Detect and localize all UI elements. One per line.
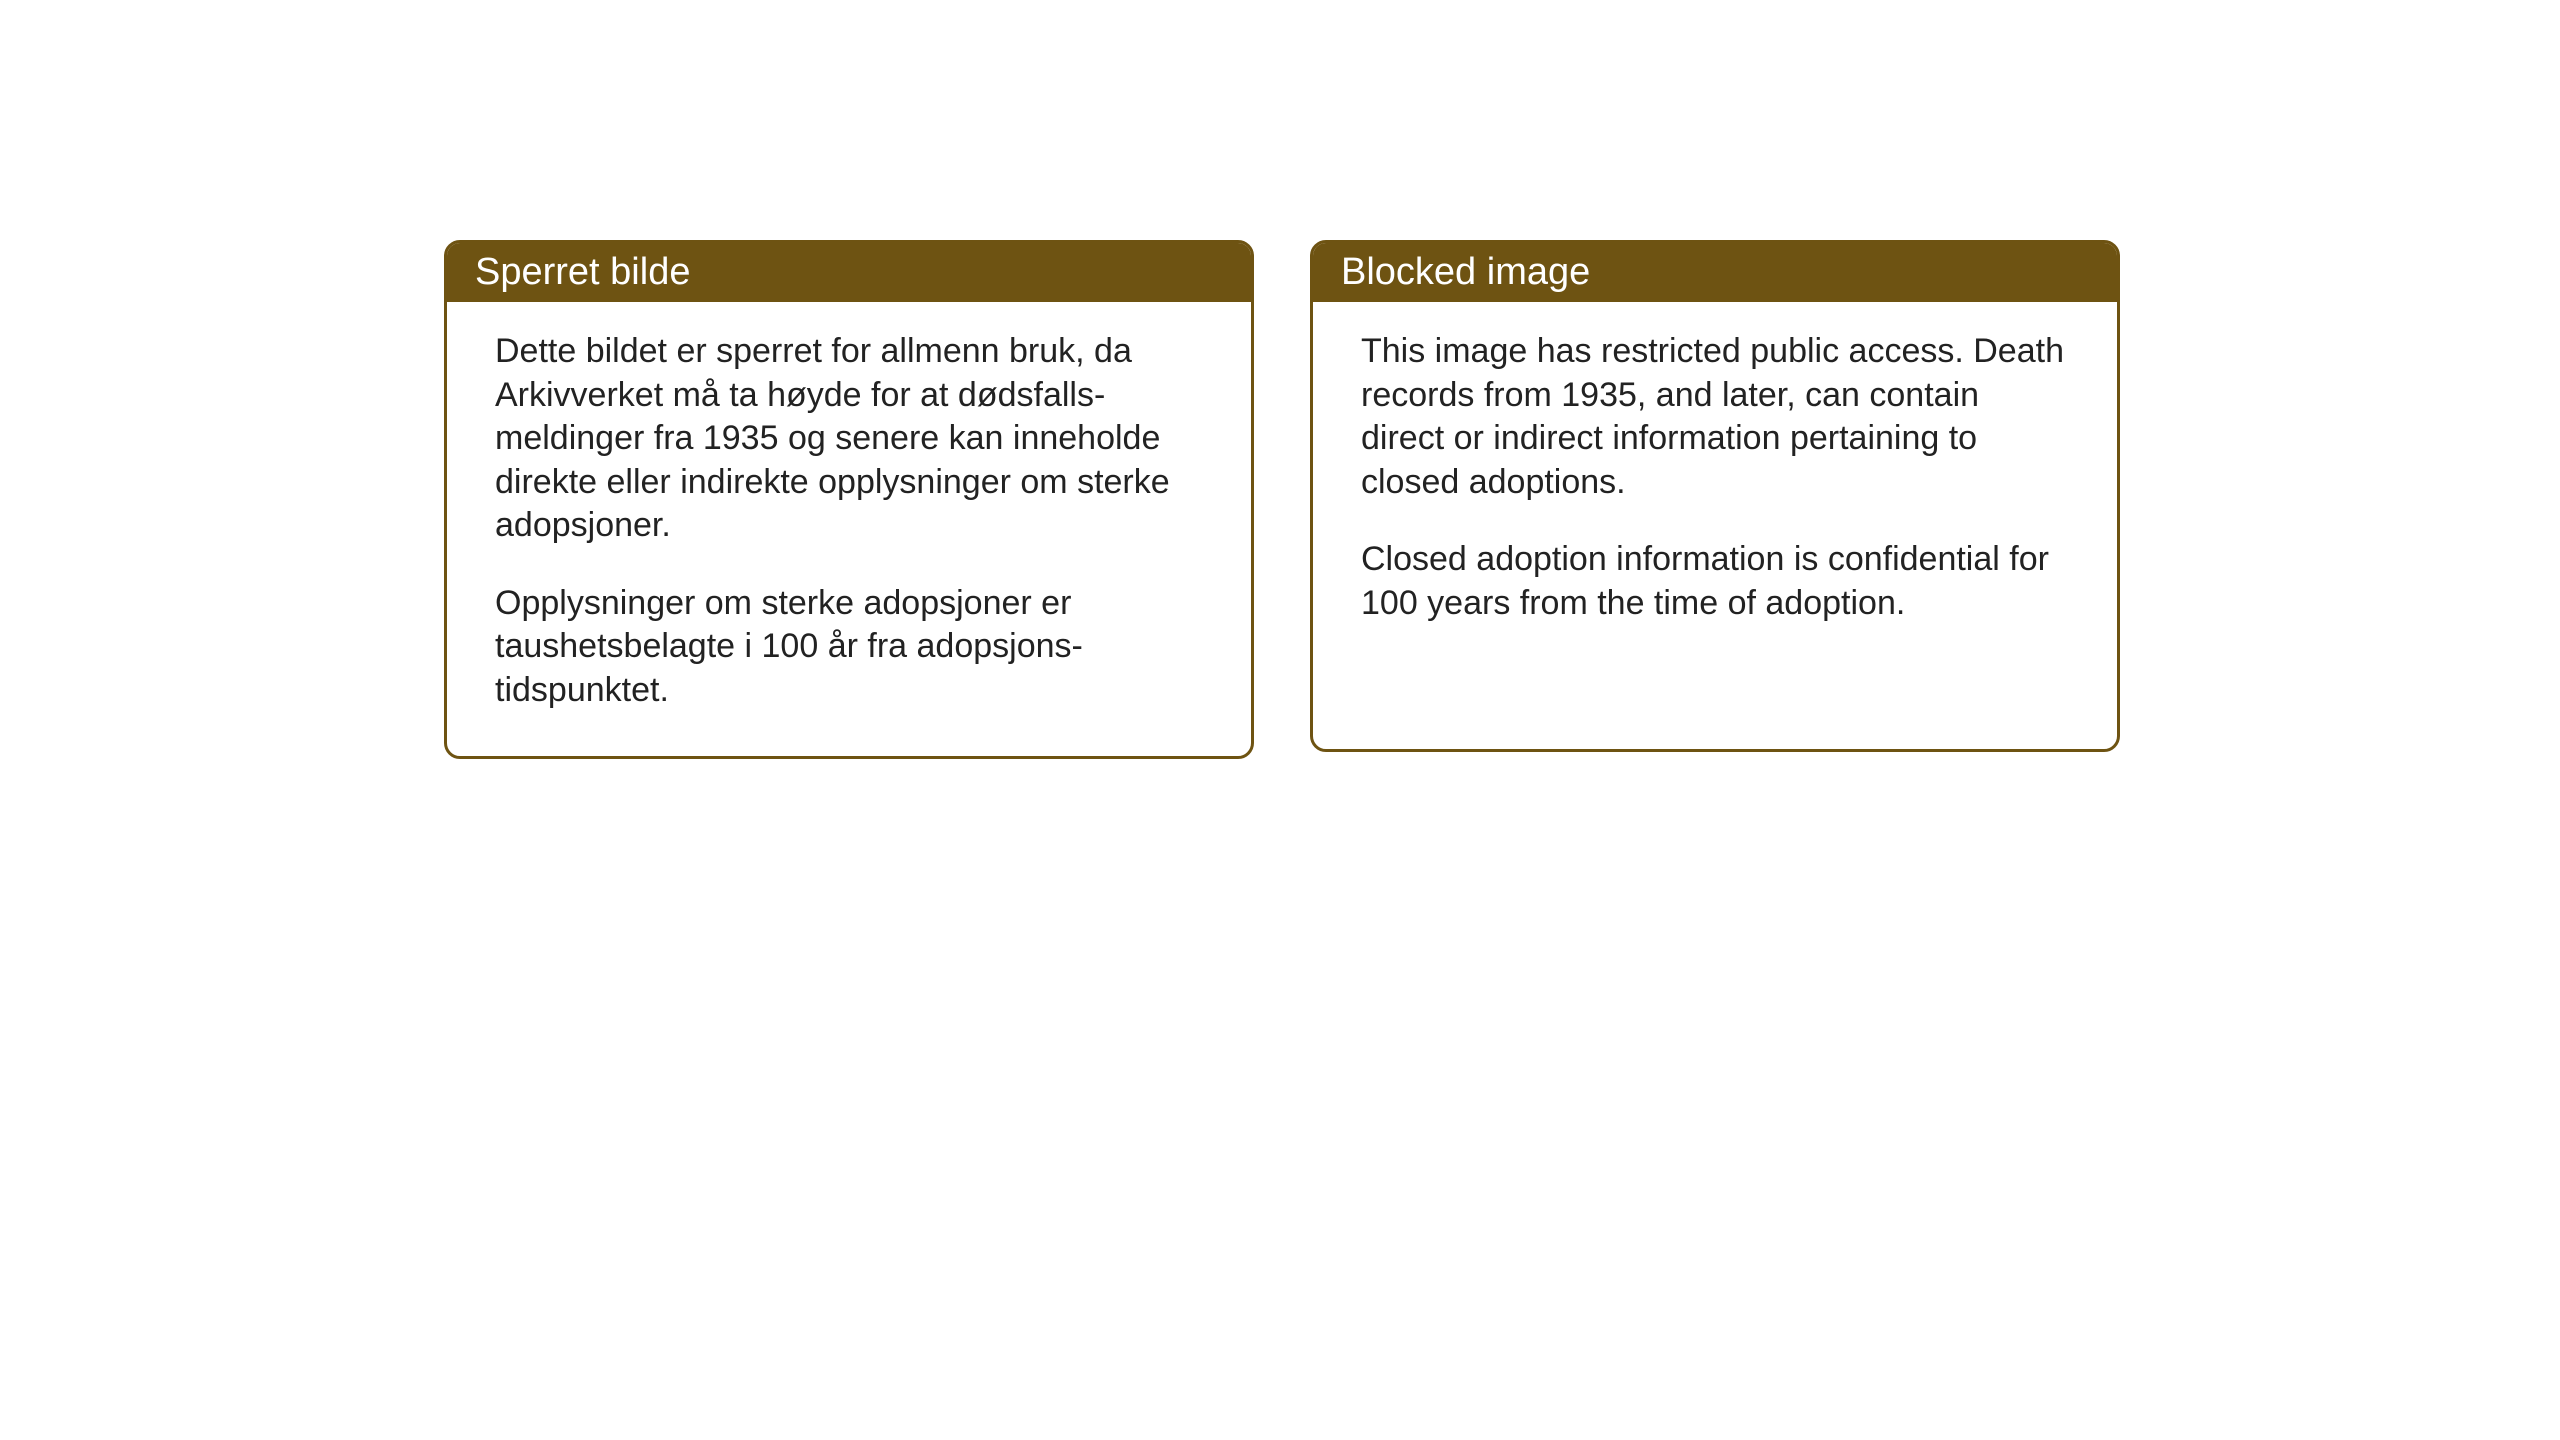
notice-paragraph-english-2: Closed adoption information is confident… xyxy=(1361,538,2069,625)
notice-title-english: Blocked image xyxy=(1341,251,1590,293)
notice-header-norwegian: Sperret bilde xyxy=(447,243,1251,302)
notice-paragraph-norwegian-2: Opplysninger om sterke adopsjoner er tau… xyxy=(495,582,1203,713)
notice-title-norwegian: Sperret bilde xyxy=(475,251,690,293)
notice-paragraph-english-1: This image has restricted public access.… xyxy=(1361,330,2069,504)
notice-paragraph-norwegian-1: Dette bildet er sperret for allmenn bruk… xyxy=(495,330,1203,548)
notice-body-english: This image has restricted public access.… xyxy=(1313,302,2117,669)
notice-card-norwegian: Sperret bilde Dette bildet er sperret fo… xyxy=(444,240,1254,759)
notice-header-english: Blocked image xyxy=(1313,243,2117,302)
notice-body-norwegian: Dette bildet er sperret for allmenn bruk… xyxy=(447,302,1251,756)
notice-container: Sperret bilde Dette bildet er sperret fo… xyxy=(444,240,2120,759)
notice-card-english: Blocked image This image has restricted … xyxy=(1310,240,2120,752)
